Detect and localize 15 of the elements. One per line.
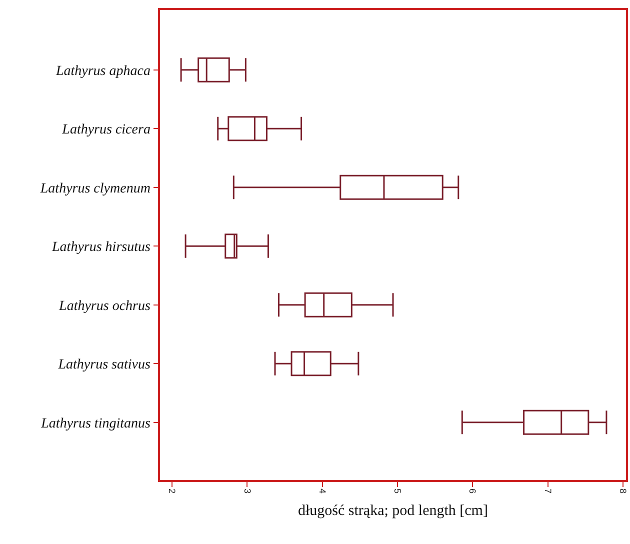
x-tick-label: 6 [468, 488, 478, 494]
x-tick-label: 5 [392, 488, 403, 494]
y-tick-label: Lathyrus sativus [57, 358, 151, 373]
y-tick-label: Lathyrus cicera [61, 122, 150, 138]
y-tick-label: Lathyrus hirsutus [51, 240, 151, 256]
x-tick-label: 2 [167, 488, 178, 494]
x-tick-label: 3 [242, 488, 252, 494]
x-tick-label: 8 [618, 488, 628, 494]
x-axis-title: długość strąka; pod length [cm] [298, 503, 488, 520]
x-tick-label: 7 [542, 488, 553, 494]
y-tick-label: Lathyrus aphaca [54, 64, 150, 79]
y-tick-label: Lathyrus tingitanus [40, 416, 151, 432]
y-tick-label: Lathyrus ochrus [58, 298, 151, 314]
x-tick-label: 4 [317, 488, 328, 494]
y-tick-label: Lathyrus clymenum [39, 181, 150, 196]
